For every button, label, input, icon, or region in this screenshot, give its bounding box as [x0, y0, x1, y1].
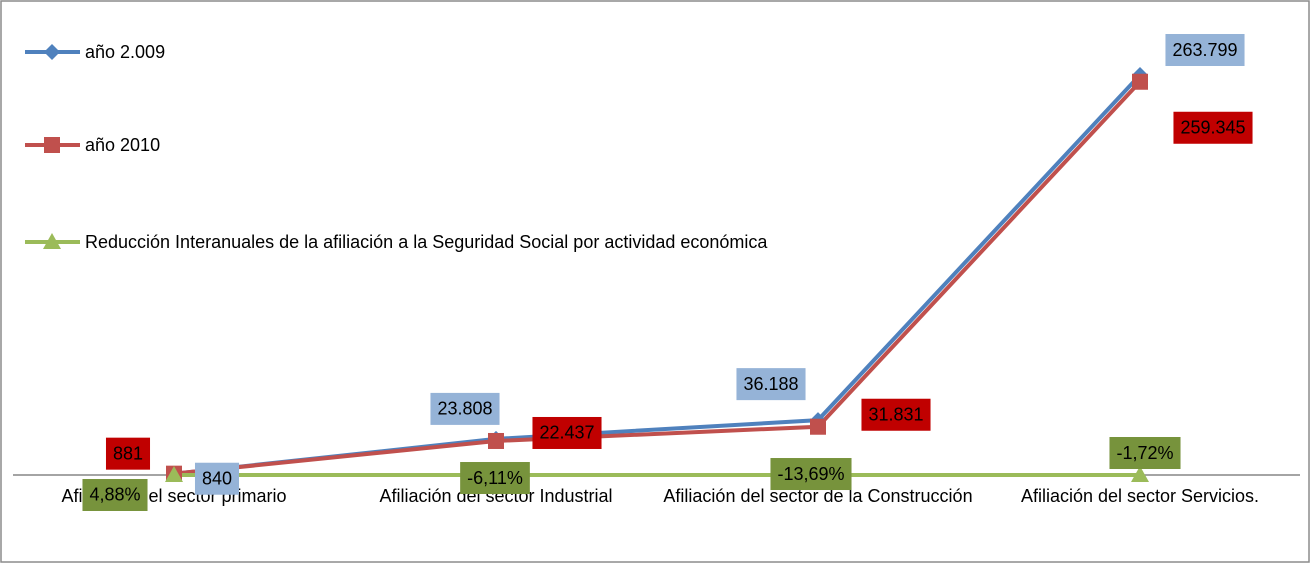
data-label: 36.188	[736, 368, 806, 401]
data-label: 23.808	[430, 392, 500, 425]
data-label-box	[770, 458, 852, 491]
data-label-text: 31.831	[868, 404, 923, 424]
legend-label: año 2010	[85, 135, 161, 155]
legend-label: Reducción Interanuales de la afiliación …	[85, 232, 768, 252]
data-label: 4,88%	[82, 478, 148, 511]
data-label-box	[82, 478, 148, 511]
data-label-text: 881	[113, 443, 143, 463]
data-label-text: 263.799	[1172, 40, 1237, 60]
marker	[165, 465, 183, 482]
marker	[810, 418, 826, 435]
data-label: 259.345	[1173, 111, 1253, 144]
marker	[488, 432, 504, 449]
x-tick-label: Afiliación del sector de la Construcción	[663, 486, 972, 506]
marker	[1131, 466, 1149, 483]
x-tick-label: Afiliación del sector Industrial	[379, 486, 612, 506]
legend-marker	[44, 44, 60, 60]
data-label-box	[430, 392, 500, 425]
x-tick-label: Afiliación del sector Servicios.	[1021, 486, 1259, 506]
legend-label: año 2.009	[85, 42, 166, 62]
data-label-text: -6,11%	[467, 468, 523, 488]
data-label-box	[105, 437, 151, 470]
data-label: 881	[105, 437, 151, 470]
legend-marker	[43, 233, 61, 249]
data-label-box	[1173, 111, 1253, 144]
data-label-text: 23.808	[437, 399, 492, 419]
data-label: -1,72%	[1109, 437, 1181, 470]
data-label: 22.437	[532, 416, 602, 449]
data-label: -6,11%	[460, 462, 530, 495]
data-label-box	[736, 368, 806, 401]
data-label-box	[532, 416, 602, 449]
legend-marker	[44, 137, 60, 153]
data-label-text: 4,88%	[89, 485, 140, 505]
data-label: 31.831	[861, 398, 931, 431]
data-label: 263.799	[1165, 34, 1245, 66]
data-label-box	[460, 462, 530, 495]
data-label-text: 22.437	[539, 423, 594, 443]
data-label: 840	[194, 462, 240, 495]
data-label-box	[194, 462, 240, 495]
data-label-text: 36.188	[743, 374, 798, 394]
marker	[1132, 73, 1148, 90]
data-label-text: 840	[202, 468, 232, 488]
data-label-text: 259.345	[1180, 118, 1245, 138]
data-label-text: -1,72%	[1116, 443, 1173, 463]
series-line	[173, 80, 1142, 476]
data-label-text: -13,69%	[777, 464, 844, 484]
data-label-box	[1109, 437, 1181, 470]
data-label-box	[861, 398, 931, 431]
data-label: -13,69%	[770, 458, 852, 491]
data-label-box	[1165, 34, 1245, 66]
